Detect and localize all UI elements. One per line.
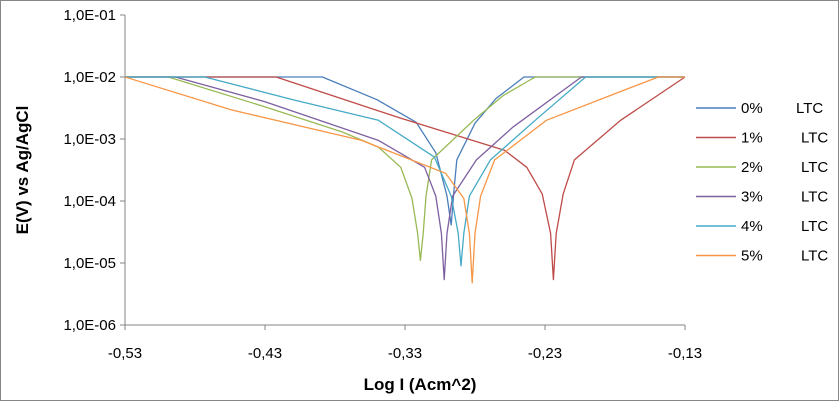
- legend-item: 4% LTC: [696, 218, 828, 235]
- legend: 0% LTC 1% LTC 2% LTC 3% LTC 4% LTC 5% LTC: [696, 100, 828, 265]
- series-line-0pct: [125, 76, 685, 226]
- y-tick-label: 1,0E-06: [63, 317, 116, 334]
- legend-suffix: LTC: [801, 189, 828, 206]
- axes: [124, 15, 685, 326]
- series-line-4pct: [125, 76, 685, 267]
- series-line-1pct: [125, 76, 686, 281]
- y-ticks: 1,0E-01 1,0E-02 1,0E-03 1,0E-04 1,0E-05 1,0E-…: [63, 7, 125, 334]
- legend-label: 1%: [741, 130, 763, 147]
- legend-item: 2% LTC: [696, 159, 828, 176]
- y-tick-label: 1,0E-03: [63, 131, 116, 148]
- legend-label: 4%: [741, 218, 763, 235]
- x-tick-label: -0,13: [668, 345, 702, 362]
- legend-suffix: LTC: [801, 130, 828, 147]
- y-axis-title: E(V) vs Ag/AgCl: [13, 106, 32, 235]
- legend-item: 1% LTC: [696, 130, 828, 147]
- x-tick-label: -0,43: [248, 345, 282, 362]
- x-axis-title: Log I (Acm^2): [364, 375, 477, 394]
- legend-item: 0% LTC: [696, 100, 823, 117]
- y-tick-label: 1,0E-04: [63, 193, 116, 210]
- legend-suffix: LTC: [796, 100, 823, 117]
- legend-label: 5%: [741, 248, 763, 265]
- legend-label: 2%: [741, 159, 763, 176]
- legend-suffix: LTC: [801, 248, 828, 265]
- x-tick-label: -0,33: [388, 345, 422, 362]
- legend-item: 5% LTC: [696, 248, 828, 265]
- legend-item: 3% LTC: [696, 189, 828, 206]
- x-tick-label: -0,53: [108, 345, 142, 362]
- legend-suffix: LTC: [801, 159, 828, 176]
- series-line-5pct: [124, 76, 685, 284]
- y-tick-label: 1,0E-05: [63, 255, 116, 272]
- legend-label: 0%: [741, 100, 763, 117]
- series-lines: [124, 76, 686, 284]
- legend-label: 3%: [741, 189, 763, 206]
- series-line-2pct: [125, 76, 685, 262]
- x-tick-label: -0,23: [528, 345, 562, 362]
- y-tick-label: 1,0E-01: [63, 7, 116, 24]
- legend-suffix: LTC: [801, 218, 828, 235]
- x-ticks: -0,53 -0,43 -0,33 -0,23 -0,13: [108, 325, 702, 362]
- y-tick-label: 1,0E-02: [63, 69, 116, 86]
- series-line-3pct: [125, 76, 685, 281]
